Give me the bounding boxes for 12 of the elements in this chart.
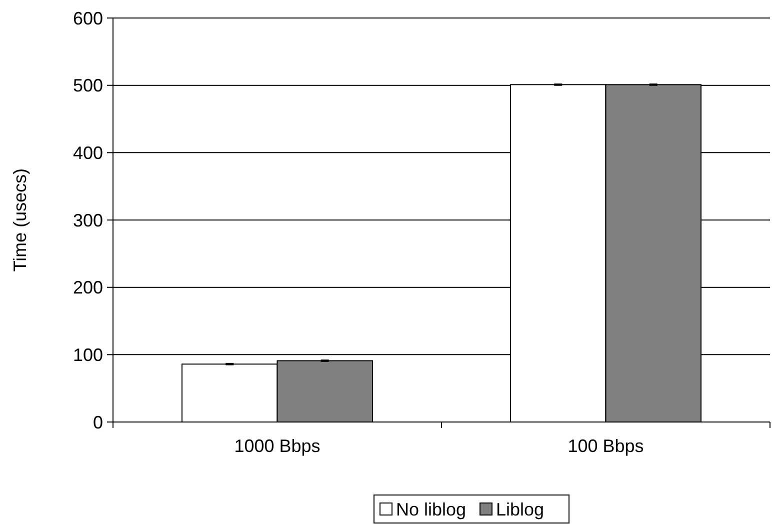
x-tick-label: 100 Bbps — [568, 436, 644, 456]
y-tick-label: 600 — [72, 8, 103, 28]
x-tick-label: 1000 Bbps — [234, 436, 320, 456]
legend-label: Liblog — [496, 499, 544, 520]
y-tick-label: 400 — [72, 142, 103, 163]
legend-label: No liblog — [396, 499, 466, 520]
y-tick-label: 300 — [72, 210, 103, 230]
y-tick-label: 500 — [72, 76, 103, 96]
y-tick-label: 0 — [92, 412, 103, 432]
y-tick-label: 100 — [72, 344, 103, 365]
y-tick-label: 200 — [72, 278, 103, 298]
y-axis-title: Time (usecs) — [10, 168, 30, 272]
